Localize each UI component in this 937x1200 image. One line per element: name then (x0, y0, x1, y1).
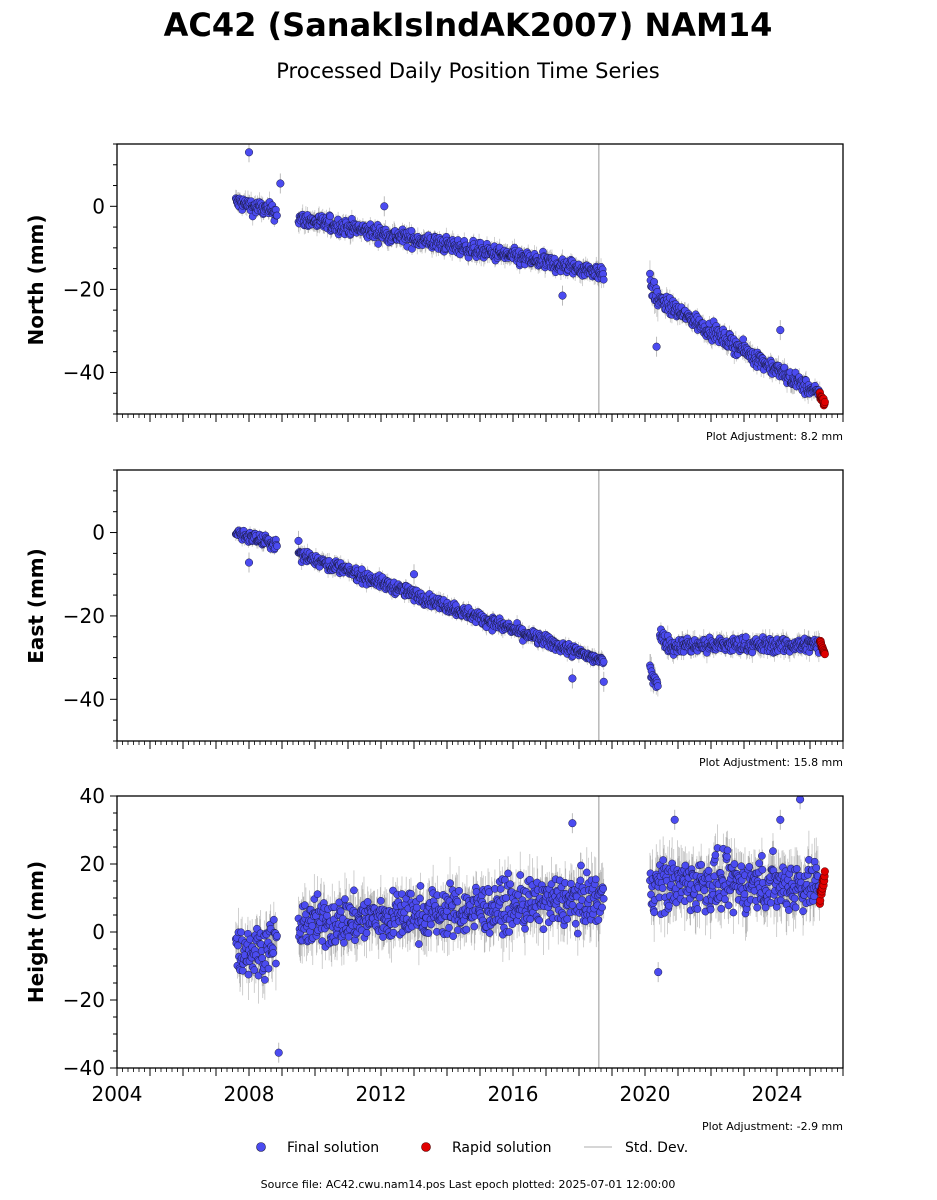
east-plot-adjustment: Plot Adjustment: 15.8 mm (699, 756, 843, 769)
y-tick-label: −20 (63, 604, 105, 628)
final-point (234, 941, 242, 950)
north-panel: North (mm) Plot Adjustment: 8.2 mm −40 −2… (24, 143, 844, 443)
plot-area (231, 144, 829, 414)
rapid-solution-points (815, 388, 829, 410)
final-outlier-point (294, 536, 303, 545)
final-point (742, 633, 750, 641)
final-outlier-point (568, 674, 577, 683)
height-y-label: Height (mm) (24, 861, 48, 1003)
north-plot-adjustment: Plot Adjustment: 8.2 mm (706, 430, 843, 443)
final-outlier-point (276, 179, 285, 188)
std-dev-bars (235, 525, 820, 697)
final-outlier-point (409, 570, 419, 579)
final-outlier-point (558, 291, 567, 300)
final-outlier-point (776, 326, 785, 335)
final-point (326, 212, 335, 221)
final-outlier-point (380, 202, 389, 211)
rapid-point (820, 397, 829, 407)
rapid-solution-points (815, 636, 829, 659)
final-point (599, 657, 608, 666)
final-outlier-point (244, 558, 254, 567)
y-tick-label: −40 (63, 687, 105, 711)
y-tick-label: −40 (63, 360, 105, 384)
plot-area (231, 470, 829, 741)
final-point (407, 226, 416, 235)
east-panel: East (mm) Plot Adjustment: 15.8 mm −40 −2… (24, 469, 844, 769)
final-point (599, 275, 608, 284)
y-tick-label: 0 (92, 194, 105, 218)
final-outlier-point (652, 342, 661, 351)
axes-frame (116, 469, 844, 742)
final-point (654, 682, 662, 690)
final-solution-points (231, 148, 824, 399)
final-outlier-point (244, 148, 254, 157)
plot-area (231, 796, 829, 1068)
north-y-label: North (mm) (24, 214, 48, 345)
y-tick-label: 0 (92, 521, 105, 545)
rapid-point (820, 650, 829, 659)
east-y-label: East (mm) (24, 548, 48, 664)
final-point (646, 269, 654, 278)
final-solution-points (231, 796, 824, 1057)
final-point (273, 542, 281, 550)
final-point (374, 240, 383, 248)
height-panel: Height (mm) Plot Adjustment: -2.9 mm −40… (24, 784, 844, 1133)
final-outlier-point (599, 677, 608, 686)
figure-title: AC42 (SanakIslndAK2007) NAM14 (164, 6, 773, 44)
final-solution-points (231, 526, 824, 692)
height-plot-adjustment: Plot Adjustment: -2.9 mm (702, 1120, 843, 1133)
final-point (273, 211, 281, 220)
final-point (650, 277, 659, 286)
y-tick-label: −20 (63, 277, 105, 301)
final-point (739, 335, 748, 344)
axes-frame (116, 143, 844, 415)
std-dev-bars (235, 144, 821, 404)
figure-subtitle: Processed Daily Position Time Series (276, 59, 660, 83)
